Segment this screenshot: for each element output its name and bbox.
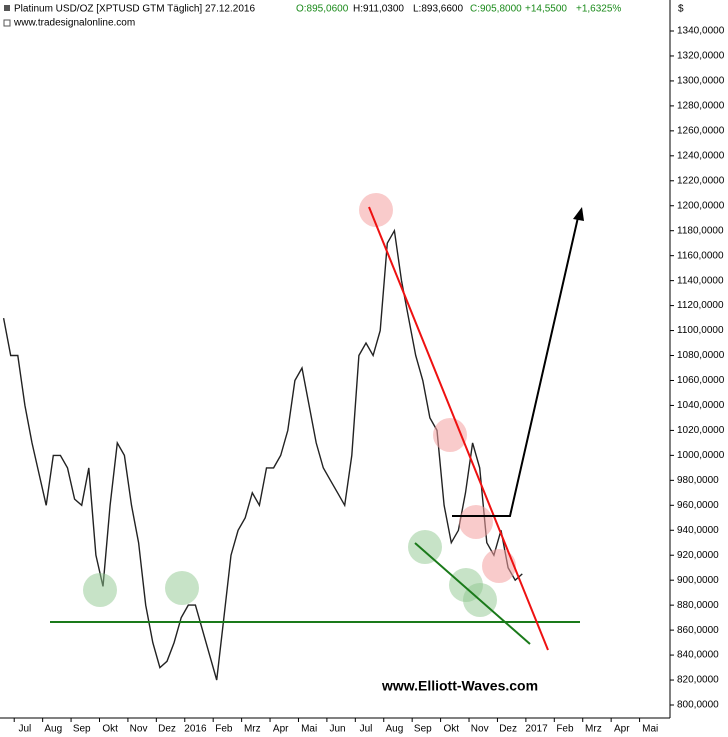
watermark: www.Elliott-Waves.com bbox=[381, 678, 538, 694]
x-tick-label: Jul bbox=[360, 724, 373, 735]
x-tick-label: Apr bbox=[614, 724, 630, 735]
y-tick-label: 1100,0000 bbox=[677, 325, 724, 336]
y-tick-label: 1280,0000 bbox=[677, 101, 725, 112]
highlight-circle bbox=[165, 571, 199, 605]
y-tick-label: 1060,0000 bbox=[677, 375, 725, 386]
x-tick-label: Okt bbox=[102, 724, 118, 735]
quote-change-pct: +1,6325% bbox=[576, 4, 621, 15]
y-tick-label: 940,0000 bbox=[677, 525, 719, 536]
y-tick-label: 1240,0000 bbox=[677, 150, 725, 161]
x-tick-label: Sep bbox=[73, 724, 91, 735]
y-tick-label: 880,0000 bbox=[677, 600, 719, 611]
annotations bbox=[50, 193, 584, 651]
x-tick-label: Mai bbox=[301, 724, 317, 735]
y-tick-label: 1040,0000 bbox=[677, 400, 725, 411]
quote-close: C:905,8000 bbox=[470, 4, 522, 15]
highlight-circle bbox=[359, 193, 393, 227]
y-tick-label: 980,0000 bbox=[677, 475, 719, 486]
y-tick-label: 820,0000 bbox=[677, 675, 719, 686]
x-tick-label: Dez bbox=[158, 724, 176, 735]
source-icon bbox=[3, 19, 11, 27]
x-tick-label: Feb bbox=[556, 724, 574, 735]
y-tick-label: 1140,0000 bbox=[677, 275, 724, 286]
source: www.tradesignalonline.com bbox=[13, 18, 135, 29]
x-tick-label: Okt bbox=[443, 724, 459, 735]
chart-title: Platinum USD/OZ [XPTUSD GTM Täglich] 27.… bbox=[14, 4, 255, 15]
highlight-circle bbox=[459, 505, 493, 539]
y-tick-label: 1020,0000 bbox=[677, 425, 725, 436]
arrow-head bbox=[573, 207, 584, 221]
y-tick-label: 1000,0000 bbox=[677, 450, 725, 461]
x-tick-label: Aug bbox=[44, 724, 62, 735]
y-tick-label: 1320,0000 bbox=[677, 51, 725, 62]
x-tick-label: Nov bbox=[130, 724, 148, 735]
y-tick-label: 900,0000 bbox=[677, 575, 719, 586]
x-tick-label: 2016 bbox=[184, 724, 207, 735]
trend-line bbox=[368, 206, 549, 651]
y-tick-label: 1200,0000 bbox=[677, 200, 725, 211]
y-tick-label: 1340,0000 bbox=[677, 26, 725, 37]
highlight-circle bbox=[408, 530, 442, 564]
x-tick-label: Mai bbox=[642, 724, 658, 735]
x-tick-label: Feb bbox=[215, 724, 233, 735]
y-tick-label: 800,0000 bbox=[677, 700, 719, 711]
y-tick-label: 1120,0000 bbox=[677, 300, 724, 311]
quote-change: +14,5500 bbox=[525, 4, 567, 15]
y-tick-label: 1260,0000 bbox=[677, 125, 725, 136]
highlight-circle bbox=[83, 573, 117, 607]
y-tick-label: 1220,0000 bbox=[677, 175, 725, 186]
x-tick-label: Nov bbox=[471, 724, 489, 735]
x-tick-label: Dez bbox=[499, 724, 517, 735]
x-tick-label: Mrz bbox=[244, 724, 261, 735]
x-tick-label: Jun bbox=[329, 724, 345, 735]
x-tick-label: Jul bbox=[18, 724, 31, 735]
x-tick-label: Mrz bbox=[585, 724, 602, 735]
x-tick-label: Apr bbox=[273, 724, 289, 735]
y-tick-label: 1300,0000 bbox=[677, 76, 725, 87]
y-tick-label: 860,0000 bbox=[677, 625, 719, 636]
x-tick-label: Sep bbox=[414, 724, 432, 735]
x-tick-label: 2017 bbox=[525, 724, 548, 735]
y-tick-label: 960,0000 bbox=[677, 500, 719, 511]
y-tick-label: 840,0000 bbox=[677, 650, 719, 661]
trend-line bbox=[414, 542, 531, 645]
quote-high: H:911,0300 bbox=[353, 4, 404, 15]
y-unit: $ bbox=[678, 4, 684, 15]
y-tick-label: 1080,0000 bbox=[677, 350, 725, 361]
header-icon bbox=[4, 5, 10, 11]
y-tick-label: 1180,0000 bbox=[677, 225, 724, 236]
quote-open: O:895,0600 bbox=[296, 4, 349, 15]
quote-low: L:893,6600 bbox=[413, 4, 463, 15]
x-tick-label: Aug bbox=[386, 724, 404, 735]
y-tick-label: 920,0000 bbox=[677, 550, 719, 561]
y-tick-label: 1160,0000 bbox=[677, 250, 724, 261]
projection-arrow bbox=[452, 212, 580, 517]
highlight-circle bbox=[482, 549, 516, 583]
